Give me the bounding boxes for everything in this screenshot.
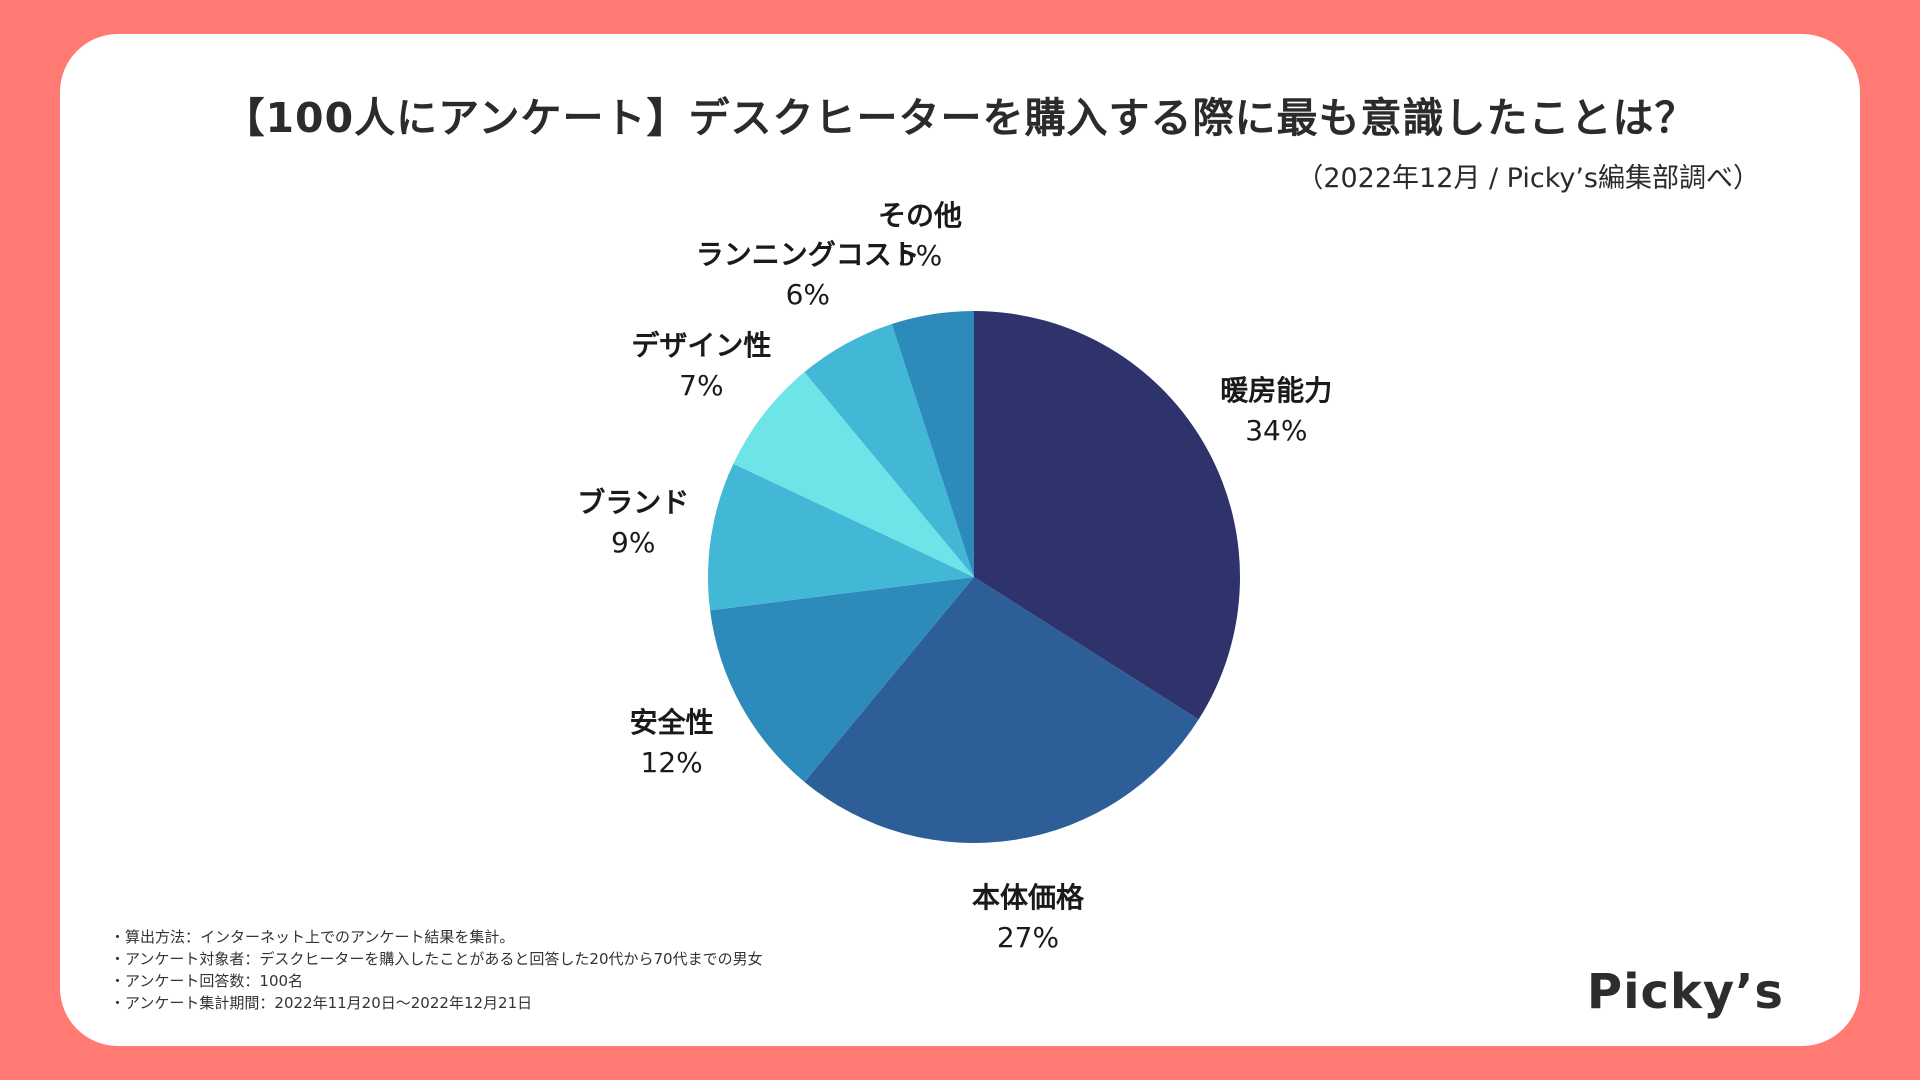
- slice-label-3: ブランド 9%: [577, 483, 689, 563]
- pie-slice-1: [804, 577, 1199, 843]
- slice-name-0: 暖房能力: [1220, 373, 1333, 407]
- slice-name-4: デザイン性: [631, 328, 772, 362]
- pie-chart: [708, 311, 1240, 843]
- pickys-logo: Picky’s: [1586, 964, 1784, 1020]
- slice-percent-6: 5%: [897, 239, 943, 273]
- slice-percent-2: 12%: [640, 746, 703, 780]
- slice-percent-4: 7%: [679, 368, 724, 402]
- chart-title: 【100人にアンケート】デスクヒーターを購入する際に最も意識したことは？: [223, 94, 1697, 142]
- note-period: アンケート集計期間：2022年11月20日〜2022年12月21日: [110, 992, 763, 1014]
- slice-label-5: ランニングコスト 6%: [696, 235, 920, 315]
- slice-percent-3: 9%: [611, 526, 656, 560]
- pie-slice-4: [733, 372, 974, 577]
- slice-name-6: その他: [878, 199, 963, 233]
- slice-label-0: 暖房能力 34%: [1220, 371, 1332, 451]
- note-method: 算出方法：インターネット上でのアンケート結果を集計。: [110, 926, 763, 948]
- slice-label-2: 安全性 12%: [630, 703, 714, 783]
- pie-slice-0: [974, 311, 1240, 720]
- slice-name-1: 本体価格: [971, 880, 1084, 914]
- slice-percent-0: 34%: [1245, 413, 1308, 447]
- slice-name-2: 安全性: [629, 706, 714, 740]
- slice-percent-5: 6%: [785, 277, 830, 311]
- slice-name-5: ランニングコスト: [695, 237, 920, 271]
- chart-card: 【100人にアンケート】デスクヒーターを購入する際に最も意識したことは？ （20…: [60, 34, 1860, 1046]
- note-count: アンケート回答数：100名: [110, 970, 763, 992]
- slice-label-1: 本体価格 27%: [972, 878, 1084, 958]
- slice-label-4: デザイン性 7%: [631, 326, 771, 406]
- slice-name-3: ブランド: [577, 486, 690, 520]
- pie-slice-5: [804, 324, 974, 577]
- pie-slice-3: [708, 463, 974, 611]
- survey-notes: 算出方法：インターネット上でのアンケート結果を集計。 アンケート対象者：デスクヒ…: [110, 926, 763, 1014]
- slice-percent-1: 27%: [996, 920, 1060, 954]
- note-target: アンケート対象者：デスクヒーターを購入したことがあると回答した20代から70代ま…: [110, 948, 763, 970]
- chart-subtitle: （2022年12月 / Picky’s編集部調べ）: [1296, 163, 1760, 194]
- pie-slice-6: [891, 311, 974, 577]
- pie-slice-2: [710, 577, 974, 782]
- slice-label-6: その他 5%: [878, 196, 962, 276]
